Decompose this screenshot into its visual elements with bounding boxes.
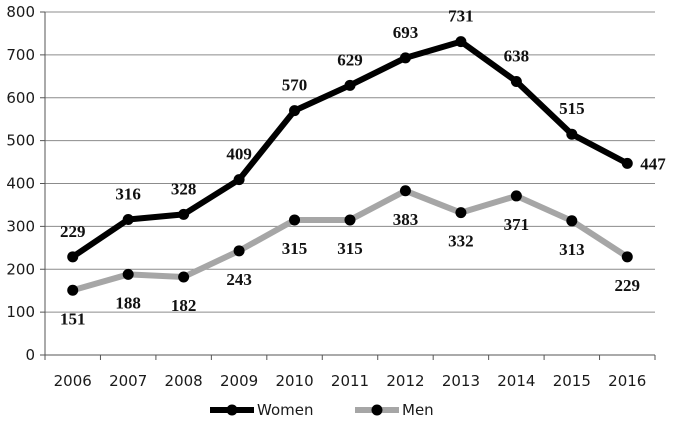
data-label-women: 570 xyxy=(282,76,308,95)
data-point-men xyxy=(621,251,633,263)
data-label-men: 229 xyxy=(615,276,641,295)
legend: Women Men xyxy=(210,401,434,419)
data-point-men xyxy=(289,214,301,226)
x-tick-label: 2016 xyxy=(608,372,646,390)
data-point-men xyxy=(178,271,190,283)
series-lines xyxy=(67,36,633,296)
legend-marker-women xyxy=(226,404,238,416)
data-point-women xyxy=(621,157,633,169)
data-point-women xyxy=(399,52,411,64)
data-label-women: 328 xyxy=(171,179,197,198)
data-label-men: 182 xyxy=(171,296,197,315)
data-point-women xyxy=(233,174,245,186)
data-label-women: 731 xyxy=(448,7,474,26)
legend-label-men: Men xyxy=(402,401,434,419)
data-label-women: 229 xyxy=(60,222,86,241)
y-tick-label: 0 xyxy=(25,346,35,364)
data-label-men: 243 xyxy=(226,270,252,289)
data-point-women xyxy=(510,75,522,87)
data-point-men xyxy=(344,214,356,226)
data-point-women xyxy=(289,105,301,117)
y-tick-label: 700 xyxy=(6,46,35,64)
data-label-women: 409 xyxy=(226,145,252,164)
y-tick-label: 300 xyxy=(6,217,35,235)
x-tick-label: 2011 xyxy=(331,372,369,390)
x-tick-label: 2010 xyxy=(275,372,313,390)
data-label-men: 383 xyxy=(393,210,419,229)
data-point-men xyxy=(566,215,578,227)
data-point-women xyxy=(455,36,467,48)
y-tick-label: 600 xyxy=(6,89,35,107)
data-label-men: 371 xyxy=(504,215,530,234)
y-tick-label: 400 xyxy=(6,175,35,193)
x-tick-label: 2007 xyxy=(109,372,147,390)
data-label-men: 315 xyxy=(282,239,308,258)
legend-marker-men xyxy=(371,404,383,416)
data-label-women: 515 xyxy=(559,99,585,118)
y-tick-label: 800 xyxy=(6,3,35,21)
x-tick-label: 2012 xyxy=(386,372,424,390)
x-tick-label: 2013 xyxy=(442,372,480,390)
data-point-women xyxy=(566,128,578,140)
data-label-men: 313 xyxy=(559,240,585,259)
data-label-men: 315 xyxy=(337,239,363,258)
legend-label-women: Women xyxy=(257,401,313,419)
data-label-men: 188 xyxy=(115,293,141,312)
x-tick-label: 2009 xyxy=(220,372,258,390)
data-point-men xyxy=(455,207,467,219)
data-point-men xyxy=(510,190,522,202)
data-labels: 229 316 328 409 570 629 693 731 638 515 447 151 188 1… xyxy=(60,7,666,329)
x-tick-label: 2014 xyxy=(497,372,535,390)
axes: 0 100 200 300 400 500 600 700 800 2006 2007 2008 200… xyxy=(6,3,656,390)
data-point-men xyxy=(233,245,245,257)
data-label-women: 693 xyxy=(393,23,419,42)
data-point-women xyxy=(122,214,134,226)
data-label-men: 332 xyxy=(448,232,474,251)
y-tick-label: 500 xyxy=(6,132,35,150)
gridlines xyxy=(45,11,655,356)
x-tick-label: 2006 xyxy=(54,372,92,390)
y-tick-label: 100 xyxy=(6,303,35,321)
data-label-women: 447 xyxy=(640,154,666,173)
data-label-women: 316 xyxy=(115,185,141,204)
data-point-men xyxy=(122,268,134,280)
data-point-women xyxy=(67,251,79,263)
data-label-men: 151 xyxy=(60,309,86,328)
data-point-women xyxy=(178,208,190,220)
data-point-men xyxy=(67,284,79,296)
x-tick-label: 2015 xyxy=(553,372,591,390)
x-tick-label: 2008 xyxy=(165,372,203,390)
y-tick-label: 200 xyxy=(6,260,35,278)
data-point-men xyxy=(399,185,411,197)
data-point-women xyxy=(344,79,356,91)
data-label-women: 629 xyxy=(337,50,363,69)
data-label-women: 638 xyxy=(504,46,530,65)
